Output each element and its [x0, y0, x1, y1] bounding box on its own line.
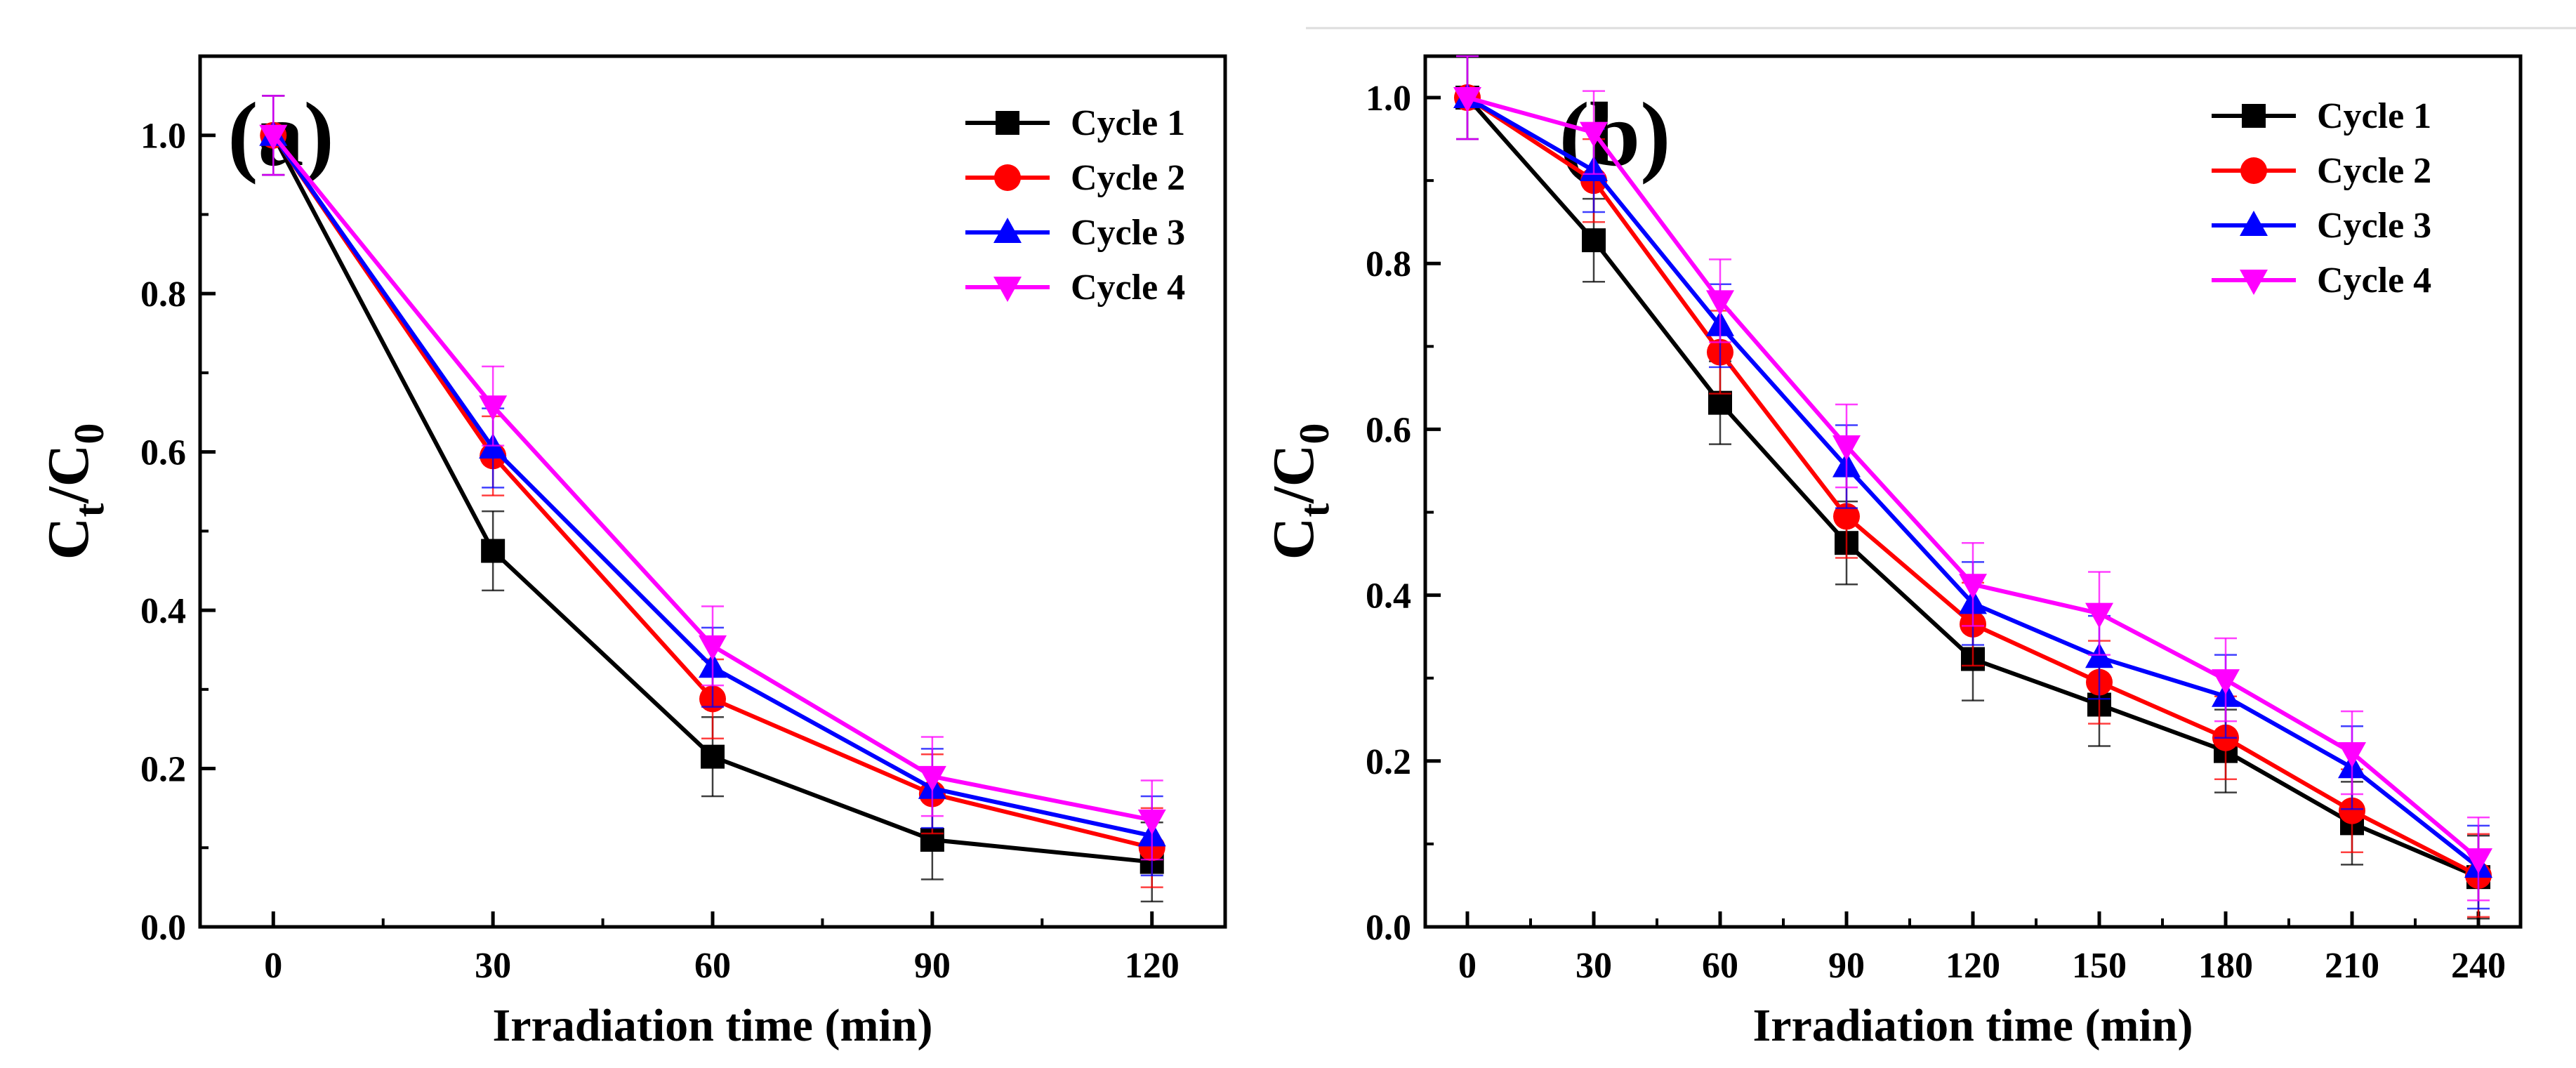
legend-marker [2242, 104, 2266, 128]
panel-b-x-tick-label: 30 [1576, 946, 1612, 986]
legend-marker [2240, 211, 2268, 236]
panel-b-data-point [1582, 228, 1606, 253]
legend-label: Cycle 4 [1071, 268, 1185, 308]
panel-a-data-point [1137, 809, 1166, 835]
panel-b-data-point [2085, 602, 2113, 628]
legend-marker [993, 277, 1022, 302]
panel-a-data-point [699, 635, 727, 661]
panel-b-data-point [2338, 742, 2366, 767]
panel-b-data-point [1959, 574, 1987, 600]
panel-a-x-tick-label: 0 [264, 946, 282, 986]
panel-b-y-tick-label: 0.2 [1366, 742, 1411, 782]
panel-b-x-tick-label: 120 [1946, 946, 2000, 986]
panel-b-x-axis-label: Irradiation time (min) [1753, 1000, 2193, 1051]
panel-a-y-axis-label: Ct/C0 [36, 423, 112, 560]
panel-a-y-tick-label: 0.8 [140, 275, 186, 315]
legend-label: Cycle 4 [2317, 261, 2431, 301]
panel-a-y-tick-label: 0.0 [140, 908, 186, 948]
panel-a-data-point [259, 124, 288, 150]
panel-b-data-point [2339, 797, 2365, 824]
panel-a-x-axis-label: Irradiation time (min) [493, 1000, 933, 1051]
legend-marker [996, 111, 1019, 135]
legend-label: Cycle 2 [1071, 158, 1185, 198]
panel-b-series-4 [1453, 55, 2492, 902]
panel-a-y-tick-label: 0.4 [140, 591, 186, 631]
panel-b-x-tick-label: 180 [2198, 946, 2253, 986]
panel-b: 0 30 60 90 120 150 180 210 240 0.0 0.2 0.4 0.6 0.8 1.0… [1261, 54, 2523, 1051]
panel-b-data-point [1833, 503, 1860, 530]
legend-label: Cycle 1 [1071, 103, 1185, 143]
panel-b-x-tick-label: 90 [1828, 946, 1865, 986]
panel-b-data-point [1706, 290, 1734, 316]
panel-a-data-point [701, 744, 725, 769]
panel-b-x-tick-label: 150 [2072, 946, 2127, 986]
panel-a: 0 30 60 90 120 0.0 0.2 0.4 0.6 0.8 1.0 Irradiation … [36, 54, 1227, 1051]
panel-b-data-point [2464, 848, 2492, 874]
legend-marker [994, 164, 1021, 191]
legend-marker [993, 218, 1022, 243]
panel-b-data-point [2212, 669, 2240, 695]
panel-b-data-point [1708, 390, 1732, 415]
panel-b-x-tick-label: 0 [1458, 946, 1477, 986]
panel-b-y-tick-label: 0.6 [1366, 410, 1411, 450]
panel-b-y-axis-label: Ct/C0 [1261, 423, 1337, 560]
panel-b-legend: Cycle 1 Cycle 2 Cycle 3 Cycle 4 [2212, 96, 2431, 301]
legend-marker [2240, 157, 2267, 184]
panel-b-data-point [1832, 435, 1861, 461]
legend-label: Cycle 2 [2317, 151, 2431, 191]
panel-a-data-point [481, 539, 506, 563]
legend-label: Cycle 1 [2317, 96, 2431, 136]
panel-b-data-point [1580, 121, 1608, 147]
panel-a-x-tick-label: 90 [914, 946, 951, 986]
panel-a-x-tick-label: 120 [1125, 946, 1180, 986]
panel-b-data-point [1453, 87, 1481, 113]
legend-label: Cycle 3 [1071, 213, 1185, 253]
panel-a-legend: Cycle 1 Cycle 2 Cycle 3 Cycle 4 [965, 103, 1185, 308]
panel-b-y-tick-label: 0.4 [1366, 576, 1411, 617]
panel-b-y-tick-label: 0.8 [1366, 244, 1411, 284]
panel-a-y-tick-label: 1.0 [140, 117, 186, 157]
panel-a-y-tick-label: 0.6 [140, 433, 186, 473]
panel-b-y-tick-label: 0.0 [1366, 908, 1411, 948]
panel-a-x-tick-label: 30 [475, 946, 511, 986]
panel-b-x-tick-label: 60 [1702, 946, 1738, 986]
panel-a-x-tick-label: 60 [694, 946, 731, 986]
panel-b-x-tick-label: 210 [2325, 946, 2379, 986]
panel-a-data-point [479, 395, 508, 421]
legend-label: Cycle 3 [2317, 206, 2431, 246]
panel-a-series-4 [259, 95, 1166, 861]
legend-marker [2240, 270, 2268, 295]
panel-a-data-point [918, 765, 946, 791]
panel-b-y-tick-label: 1.0 [1366, 79, 1411, 119]
panel-b-x-tick-label: 240 [2451, 946, 2506, 986]
panel-a-y-tick-label: 0.2 [140, 750, 186, 790]
